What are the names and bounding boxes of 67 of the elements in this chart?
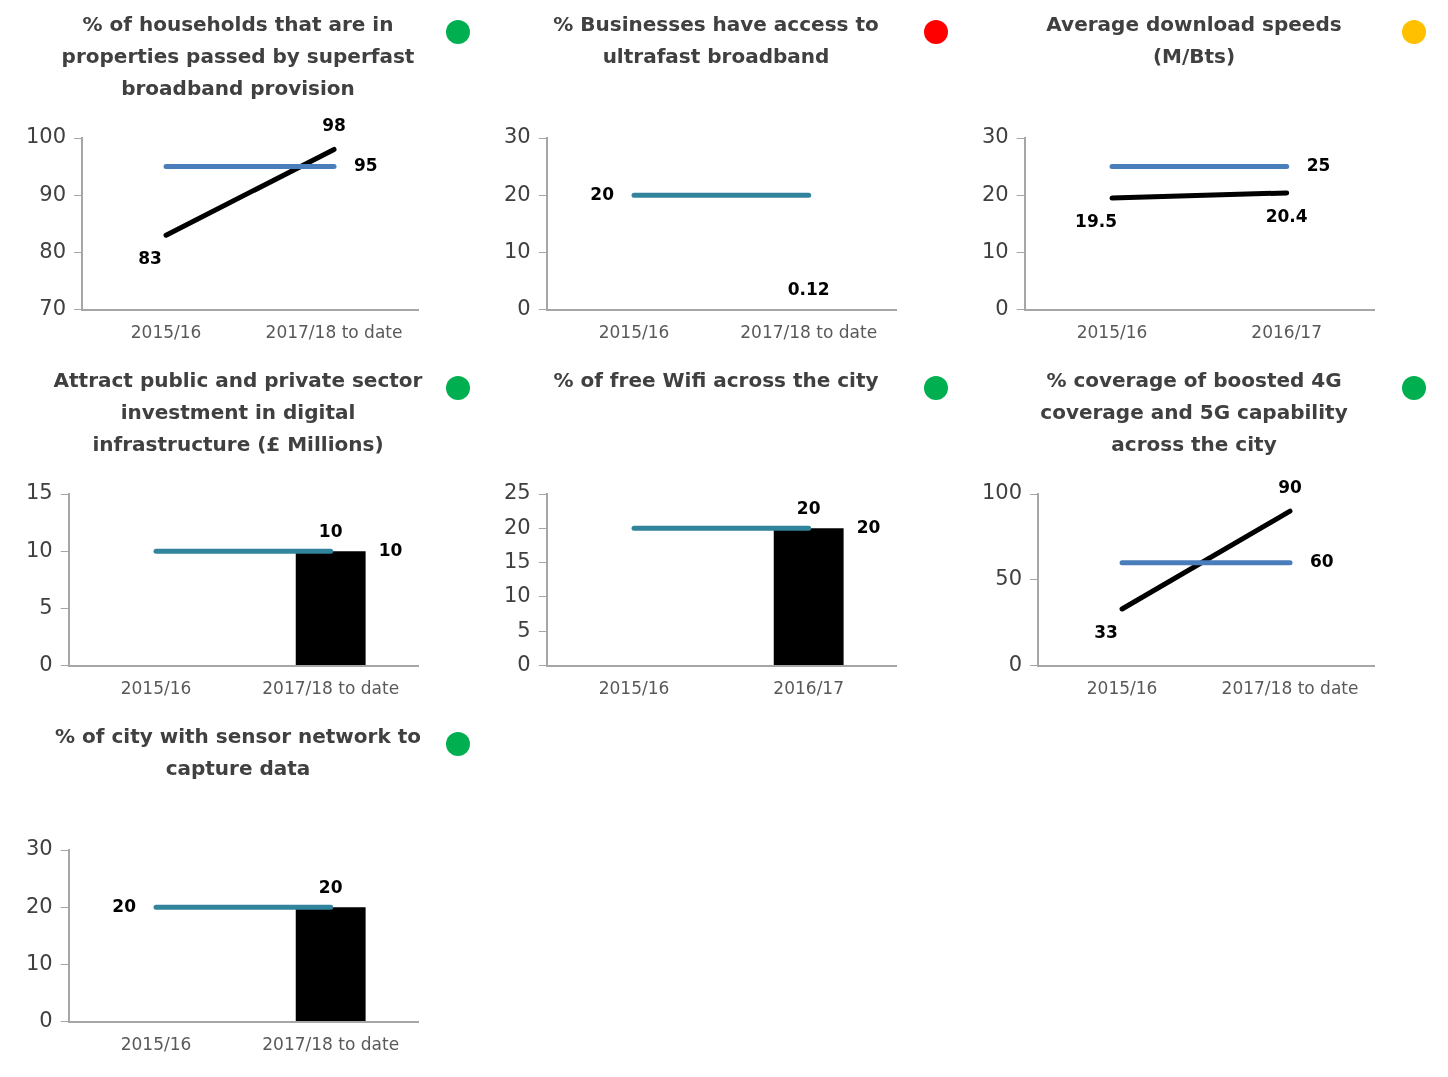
x-tick-label: 2015/16 (598, 322, 670, 343)
y-tick-label: 10 (981, 238, 1009, 263)
y-tick-label: 15 (503, 549, 531, 574)
chart-title: % of free Wifi across the city (553, 367, 879, 394)
y-tick-label: 10 (25, 537, 53, 562)
y-tick-label: 20 (25, 893, 53, 918)
y-tick-label: 30 (25, 836, 53, 861)
data-label: 33 (1094, 621, 1118, 642)
chart-title: % coverage of boosted 4G coverage and 5G capability across the city (1039, 367, 1349, 458)
y-tick-label: 0 (1008, 652, 1023, 677)
x-tick-label: 2015/16 (120, 1034, 192, 1055)
y-tick-label: 10 (503, 583, 531, 608)
y-tick-label: 30 (981, 124, 1009, 149)
y-tick-label: 80 (39, 238, 67, 263)
x-tick-label: 2017/18 to date (265, 322, 403, 343)
y-tick-label: 50 (995, 566, 1023, 591)
y-tick-label: 20 (503, 181, 531, 206)
y-tick-label: 0 (517, 296, 531, 321)
y-tick-label: 20 (503, 514, 531, 539)
y-tick-label: 100 (25, 124, 67, 149)
data-label: 20.4 (1265, 205, 1308, 226)
chart-title: % of city with sensor network to capture data (54, 723, 422, 782)
annotation: 20 (856, 516, 881, 537)
y-tick-label: 0 (517, 652, 531, 677)
data-label: 95 (354, 155, 378, 176)
x-tick-label: 2016/17 (773, 678, 844, 699)
x-tick-label: 2017/18 to date (262, 1034, 400, 1055)
y-tick-label: 5 (39, 594, 53, 619)
y-tick-label: 70 (39, 296, 67, 321)
y-tick-label: 0 (995, 296, 1009, 321)
y-tick-label: 10 (503, 238, 531, 263)
data-label: 0.12 (787, 278, 830, 299)
data-label: 10 (318, 521, 343, 542)
y-tick-label: 25 (503, 480, 531, 505)
y-tick-label: 10 (25, 950, 53, 975)
data-label: 90 (1278, 477, 1303, 498)
data-label: 98 (322, 115, 346, 136)
data-label: 20 (796, 498, 821, 519)
y-tick-label: 90 (39, 181, 67, 206)
y-tick-label: 20 (981, 181, 1009, 206)
x-tick-label: 2015/16 (120, 678, 192, 699)
data-label: 19.5 (1075, 210, 1118, 231)
x-tick-label: 2015/16 (130, 322, 202, 343)
y-tick-label: 100 (981, 480, 1023, 505)
data-label: 20 (318, 877, 343, 898)
chart-title: % Businesses have access to ultrafast broadband (552, 11, 880, 70)
y-tick-label: 30 (503, 124, 531, 149)
chart-title: % of households that are in properties passed by superfast broadband provision (60, 11, 416, 102)
chart-title: Attract public and private sector investment in digital infrastructure (£ Millions) (52, 367, 424, 458)
x-tick-label: 2015/16 (1076, 322, 1148, 343)
y-tick-label: 0 (39, 652, 53, 677)
data-label: 60 (1310, 551, 1334, 572)
y-tick-label: 0 (39, 1008, 53, 1033)
data-label: 25 (1306, 155, 1331, 176)
data-label: 83 (138, 248, 162, 269)
x-tick-label: 2017/18 to date (1221, 678, 1359, 699)
x-tick-label: 2016/17 (1251, 322, 1322, 343)
data-label: 20 (590, 183, 615, 204)
x-tick-label: 2017/18 to date (262, 678, 400, 699)
x-tick-label: 2017/18 to date (740, 322, 878, 343)
y-tick-label: 15 (25, 480, 53, 505)
chart-title: Average download speeds (M/Bts) (1045, 11, 1343, 70)
y-tick-label: 5 (517, 617, 531, 642)
x-tick-label: 2015/16 (1086, 678, 1158, 699)
x-tick-label: 2015/16 (598, 678, 670, 699)
annotation: 10 (378, 539, 403, 560)
data-label: 20 (112, 895, 137, 916)
